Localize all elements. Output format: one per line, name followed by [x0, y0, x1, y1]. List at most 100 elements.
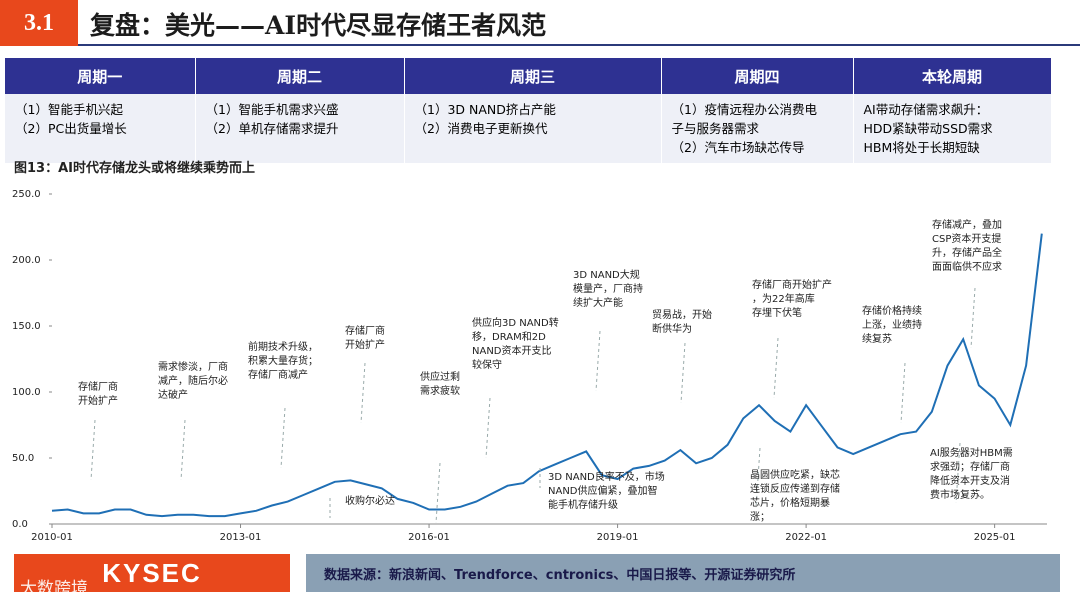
annotation: 供应过剩 — [420, 370, 460, 383]
annotation: 求强劲；存储厂商 — [930, 460, 1010, 473]
cell-line: HBM将处于长期短缺 — [863, 140, 980, 155]
annotation: 3D NAND良率不及，市场 — [548, 470, 665, 483]
annotation: 存储厂商开始扩产 — [752, 278, 832, 291]
annotation: CSP资本开支提 — [932, 232, 1001, 245]
watermark: 大数跨境 — [20, 579, 88, 599]
cell: （1）智能手机兴起 （2）PC出货量增长 — [5, 94, 196, 163]
y-tick-label: 100.0 — [12, 387, 41, 398]
annotation: 续扩大产能 — [573, 296, 623, 309]
annotation: 降低资本开支及消 — [930, 474, 1010, 487]
annotation: 存储厂商 — [78, 380, 118, 393]
source: 数据来源：新浪新闻、Trendforce、cntronics、中国日报等、开源证… — [306, 554, 1060, 592]
annotation: 存储厂商减产 — [248, 368, 308, 381]
annotation-arrow — [955, 442, 961, 504]
annotation: 达破产 — [158, 388, 188, 401]
cell-line: HDD紧缺带动SSD需求 — [863, 121, 993, 136]
annotation: 开始扩产 — [345, 338, 385, 351]
chart: 图13：AI时代存储龙头或将继续乘势而上 0.0 50.0 100.0 150.0 20… — [12, 160, 1047, 543]
annotation-arrow — [360, 362, 366, 424]
annotation-arrow — [280, 407, 286, 469]
annotation: 收购尔必达 — [345, 494, 395, 507]
annotation: 芯片，价格短期暴 — [750, 496, 830, 509]
column-header: 周期一 — [5, 58, 196, 94]
annotation-arrow — [180, 419, 186, 481]
annotation: ，为22年高库 — [752, 292, 815, 305]
footer: KYSEC 数据来源：新浪新闻、Trendforce、cntronics、中国日… — [0, 548, 1080, 608]
annotation: 供应向3D NAND转 — [472, 316, 559, 329]
annotation: 需求惨淡，厂商 — [158, 360, 228, 373]
annotation: 存储减产，叠加 — [932, 218, 1002, 231]
cell-line: （1）3D NAND挤占产能 — [414, 102, 556, 117]
annotation: 存储价格持续 — [862, 304, 922, 317]
annotation-arrow — [755, 447, 761, 509]
annotation: 升，存储产品全 — [932, 246, 1002, 259]
x-tick-label: 2010-01 — [31, 532, 73, 543]
chart-title: 图13：AI时代存储龙头或将继续乘势而上 — [14, 160, 255, 176]
cell: （1）疫情远程办公消费电 子与服务器需求 （2）汽车市场缺芯传导 — [661, 94, 854, 163]
annotation-arrow — [900, 362, 906, 424]
annotation: 模量产，厂商持 — [573, 282, 643, 295]
cell-line: （1）智能手机需求兴盛 — [205, 102, 339, 117]
column-header: 周期三 — [404, 58, 662, 94]
header: 3.1 复盘：美光——AI时代尽显存储王者风范 — [0, 0, 1080, 46]
y-tick-label: 250.0 — [12, 189, 41, 200]
annotation: 面面临供不应求 — [932, 260, 1002, 273]
cycle-table: 周期一 周期二 周期三 周期四 本轮周期 （1）智能手机兴起 （2）PC出货量增长 （1）智能… — [5, 58, 1052, 163]
x-tick-label: 2016-01 — [408, 532, 450, 543]
annotation: 较保守 — [472, 358, 502, 371]
logo: KYSEC — [14, 554, 290, 592]
annotation: NAND资本开支比 — [472, 344, 552, 357]
annotation-arrow — [595, 330, 601, 392]
annotation: 费市场复苏。 — [930, 488, 990, 501]
annotation: 能手机存储升级 — [548, 498, 618, 511]
y-tick-label: 50.0 — [12, 453, 34, 464]
rule — [78, 44, 1080, 46]
annotation: 上涨，业绩持 — [862, 318, 922, 331]
cell-line: （2）PC出货量增长 — [15, 121, 127, 136]
annotation: 断供华为 — [652, 322, 692, 335]
annotation-arrow — [90, 419, 96, 481]
annotation: 连锁反应传递到存储 — [750, 482, 840, 495]
annotation: 贸易战，开始 — [652, 308, 712, 321]
column-header: 本轮周期 — [853, 58, 1052, 94]
y-tick-label: 200.0 — [12, 255, 41, 266]
annotation: 前期技术升级， — [248, 340, 318, 353]
y-tick-label: 0.0 — [12, 519, 28, 530]
annotation: 3D NAND大规 — [573, 268, 640, 281]
x-tick-label: 2022-01 — [785, 532, 827, 543]
price-line — [51, 233, 1043, 518]
cell: （1）3D NAND挤占产能 （2）消费电子更新换代 — [404, 94, 662, 163]
annotation-arrow — [773, 337, 779, 399]
annotation: 存埋下伏笔 — [752, 306, 802, 319]
annotation: AI服务器对HBM需 — [930, 446, 1013, 459]
cell-line: AI带动存储需求飙升： — [863, 102, 989, 117]
x-tick-label: 2019-01 — [597, 532, 639, 543]
annotation: 涨； — [750, 511, 770, 523]
page-title: 复盘：美光——AI时代尽显存储王者风范 — [90, 11, 547, 40]
cell-line: 子与服务器需求 — [671, 121, 760, 136]
cell-line: （2）消费电子更新换代 — [414, 121, 548, 136]
annotation: 晶圆供应吃紧，缺芯 — [750, 468, 840, 481]
column-header: 周期四 — [661, 58, 854, 94]
cell: （1）智能手机需求兴盛 （2）单机存储需求提升 — [195, 94, 405, 163]
x-tick-label: 2013-01 — [220, 532, 262, 543]
annotation: 存储厂商 — [345, 324, 385, 337]
cell: AI带动存储需求飙升： HDD紧缺带动SSD需求 HBM将处于长期短缺 — [853, 94, 1052, 163]
annotation-arrow — [485, 397, 491, 459]
annotation: 积累大量存货； — [248, 354, 318, 367]
annotation: 续复苏 — [862, 332, 892, 345]
annotation-arrow — [680, 342, 686, 404]
annotation-arrow — [970, 287, 976, 349]
annotation: 减产，随后尔必 — [158, 374, 228, 387]
x-tick-label: 2025-01 — [974, 532, 1016, 543]
y-tick-label: 150.0 — [12, 321, 41, 332]
annotation: 开始扩产 — [78, 394, 118, 407]
annotation: 移，DRAM和2D — [472, 330, 546, 343]
section-number: 3.1 — [0, 0, 78, 46]
cell-line: （1）智能手机兴起 — [15, 102, 123, 117]
cell-line: （1）疫情远程办公消费电 — [671, 102, 817, 117]
column-header: 周期二 — [195, 58, 405, 94]
annotation: 需求疲软 — [420, 384, 460, 397]
cell-line: （2）单机存储需求提升 — [205, 121, 339, 136]
